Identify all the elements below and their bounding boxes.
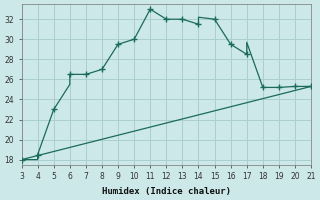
- X-axis label: Humidex (Indice chaleur): Humidex (Indice chaleur): [102, 187, 231, 196]
